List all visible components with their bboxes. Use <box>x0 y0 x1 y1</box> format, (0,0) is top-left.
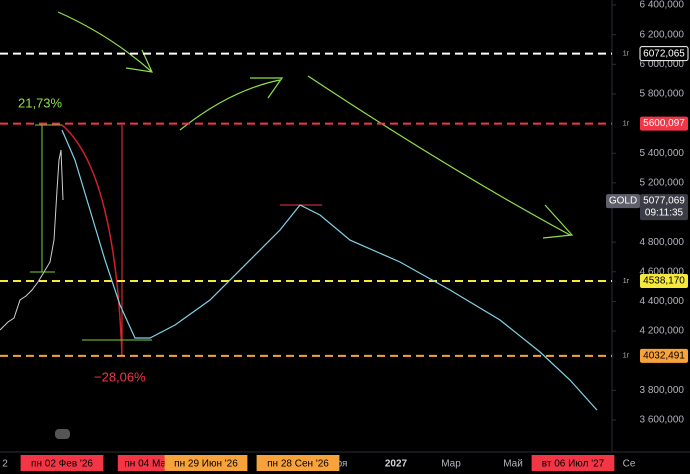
y-tick-label: 5 200,000 <box>640 178 685 189</box>
x-tick-label: ря <box>337 459 348 470</box>
last-price: 5077,069 <box>643 196 685 207</box>
last-price-tag <box>640 194 688 221</box>
price-history <box>0 149 64 331</box>
x-tick-highlight <box>256 455 340 471</box>
x-tick-label: 2 <box>2 459 8 470</box>
x-tick-label: Мар <box>441 459 461 470</box>
arrow <box>57 11 154 73</box>
symbol-tag <box>606 194 640 209</box>
x-tick-label: пн 02 Фев '26 <box>31 459 93 470</box>
level-tag <box>640 348 688 363</box>
arc <box>61 124 123 357</box>
y-tick-label: 6 000,000 <box>640 59 685 70</box>
level-interval: 1г <box>623 353 630 360</box>
level-interval: 1г <box>623 50 630 57</box>
level-tag <box>640 273 688 288</box>
x-tick-highlight <box>20 455 104 471</box>
level-interval: 1г <box>623 120 630 127</box>
fall-label: −28,06% <box>94 369 146 384</box>
timer: 09:11:35 <box>645 208 684 219</box>
y-tick-label: 4 600,000 <box>640 266 685 277</box>
y-tick-label: 5 400,000 <box>640 148 685 159</box>
level-tag <box>640 116 688 131</box>
arrow <box>307 75 574 239</box>
x-tick-highlight <box>164 455 248 471</box>
symbol: GOLD <box>609 196 637 207</box>
x-tick-label: 2027 <box>385 459 408 470</box>
level-label: 5600,097 <box>643 118 685 129</box>
y-tick-label: 4 400,000 <box>640 296 685 307</box>
y-tick-label: 4 200,000 <box>640 326 685 337</box>
arrow <box>179 77 284 131</box>
x-tick-label: вт 06 Июл '27 <box>542 459 605 470</box>
x-tick-label: пн 28 Сен '26 <box>267 459 329 470</box>
x-tick-highlight <box>531 455 615 471</box>
x-tick-label: Се <box>623 459 636 470</box>
y-tick-label: 3 600,000 <box>640 415 685 426</box>
projection-line <box>61 129 598 411</box>
x-tick-label: пн 04 Май <box>124 459 171 470</box>
y-tick-label: 5 800,000 <box>640 89 685 100</box>
event-icon[interactable] <box>55 429 70 439</box>
x-tick-label: Май <box>503 459 523 470</box>
x-tick-highlight <box>117 455 179 471</box>
level-interval: 1г <box>623 278 630 285</box>
level-label: 4538,170 <box>643 276 685 287</box>
level-label: 6072,065 <box>643 48 685 59</box>
y-tick-label: 6 200,000 <box>640 29 685 40</box>
y-tick-label: 4 800,000 <box>640 237 685 248</box>
y-tick-label: 6 400,000 <box>640 0 685 11</box>
level-label: 4032,491 <box>643 351 685 362</box>
rise-label: 21,73% <box>18 95 63 110</box>
x-tick-label: пн 29 Июн '26 <box>174 459 238 470</box>
level-tag <box>639 46 689 62</box>
y-tick-label: 3 800,000 <box>640 385 685 396</box>
